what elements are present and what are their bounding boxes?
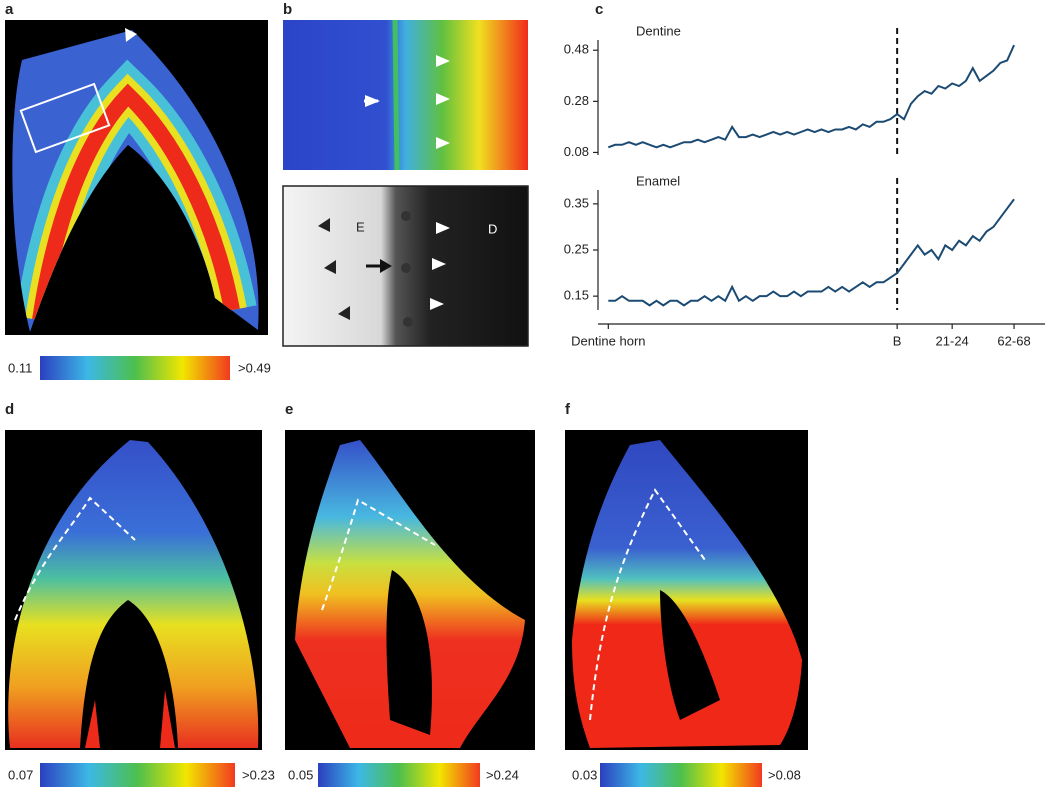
colorbar-max: >0.24 (486, 767, 519, 782)
y-tick-label: 0.35 (564, 195, 589, 210)
panel-label: f (565, 401, 571, 418)
chart-title: Enamel (636, 173, 680, 188)
colorbar-min: 0.07 (8, 767, 33, 782)
panel-f-image (565, 430, 808, 750)
colorbar (318, 763, 480, 787)
chart-title: Dentine (636, 23, 681, 38)
data-line (607, 44, 1015, 149)
data-line (608, 198, 1015, 307)
colorbar (600, 763, 762, 787)
dentine-label: D (488, 221, 497, 236)
y-tick-label: 0.25 (564, 241, 589, 256)
x-tick-label: B (893, 333, 902, 348)
panel-a-image (5, 20, 268, 335)
colorbar-max: >0.49 (238, 360, 271, 375)
colorbar (40, 763, 235, 787)
panel-label: c (595, 1, 603, 18)
x-tick-label: 21-24 (936, 333, 969, 348)
panel-label: b (283, 1, 292, 18)
y-tick-label: 0.15 (564, 288, 589, 303)
panel-e-image (285, 430, 535, 750)
y-tick-label: 0.08 (564, 144, 589, 159)
x-tick-label: Dentine horn (571, 333, 645, 348)
y-tick-label: 0.28 (564, 93, 589, 108)
panel-b-top-image (283, 19, 528, 171)
enamel-label: E (356, 219, 365, 234)
colorbar-min: 0.03 (572, 767, 597, 782)
panel-label: d (5, 401, 14, 418)
colorbar (40, 356, 230, 380)
panel-label: e (285, 401, 293, 418)
panel-label: a (5, 1, 14, 18)
colorbar-min: 0.11 (8, 360, 32, 375)
colorbar-max: >0.08 (768, 767, 801, 782)
y-tick-label: 0.48 (564, 42, 589, 57)
colorbar-min: 0.05 (288, 767, 313, 782)
panel-b-bottom-image (282, 185, 529, 347)
colorbar-max: >0.23 (242, 767, 275, 782)
panel-d-image (5, 430, 262, 750)
x-tick-label: 62-68 (997, 333, 1030, 348)
